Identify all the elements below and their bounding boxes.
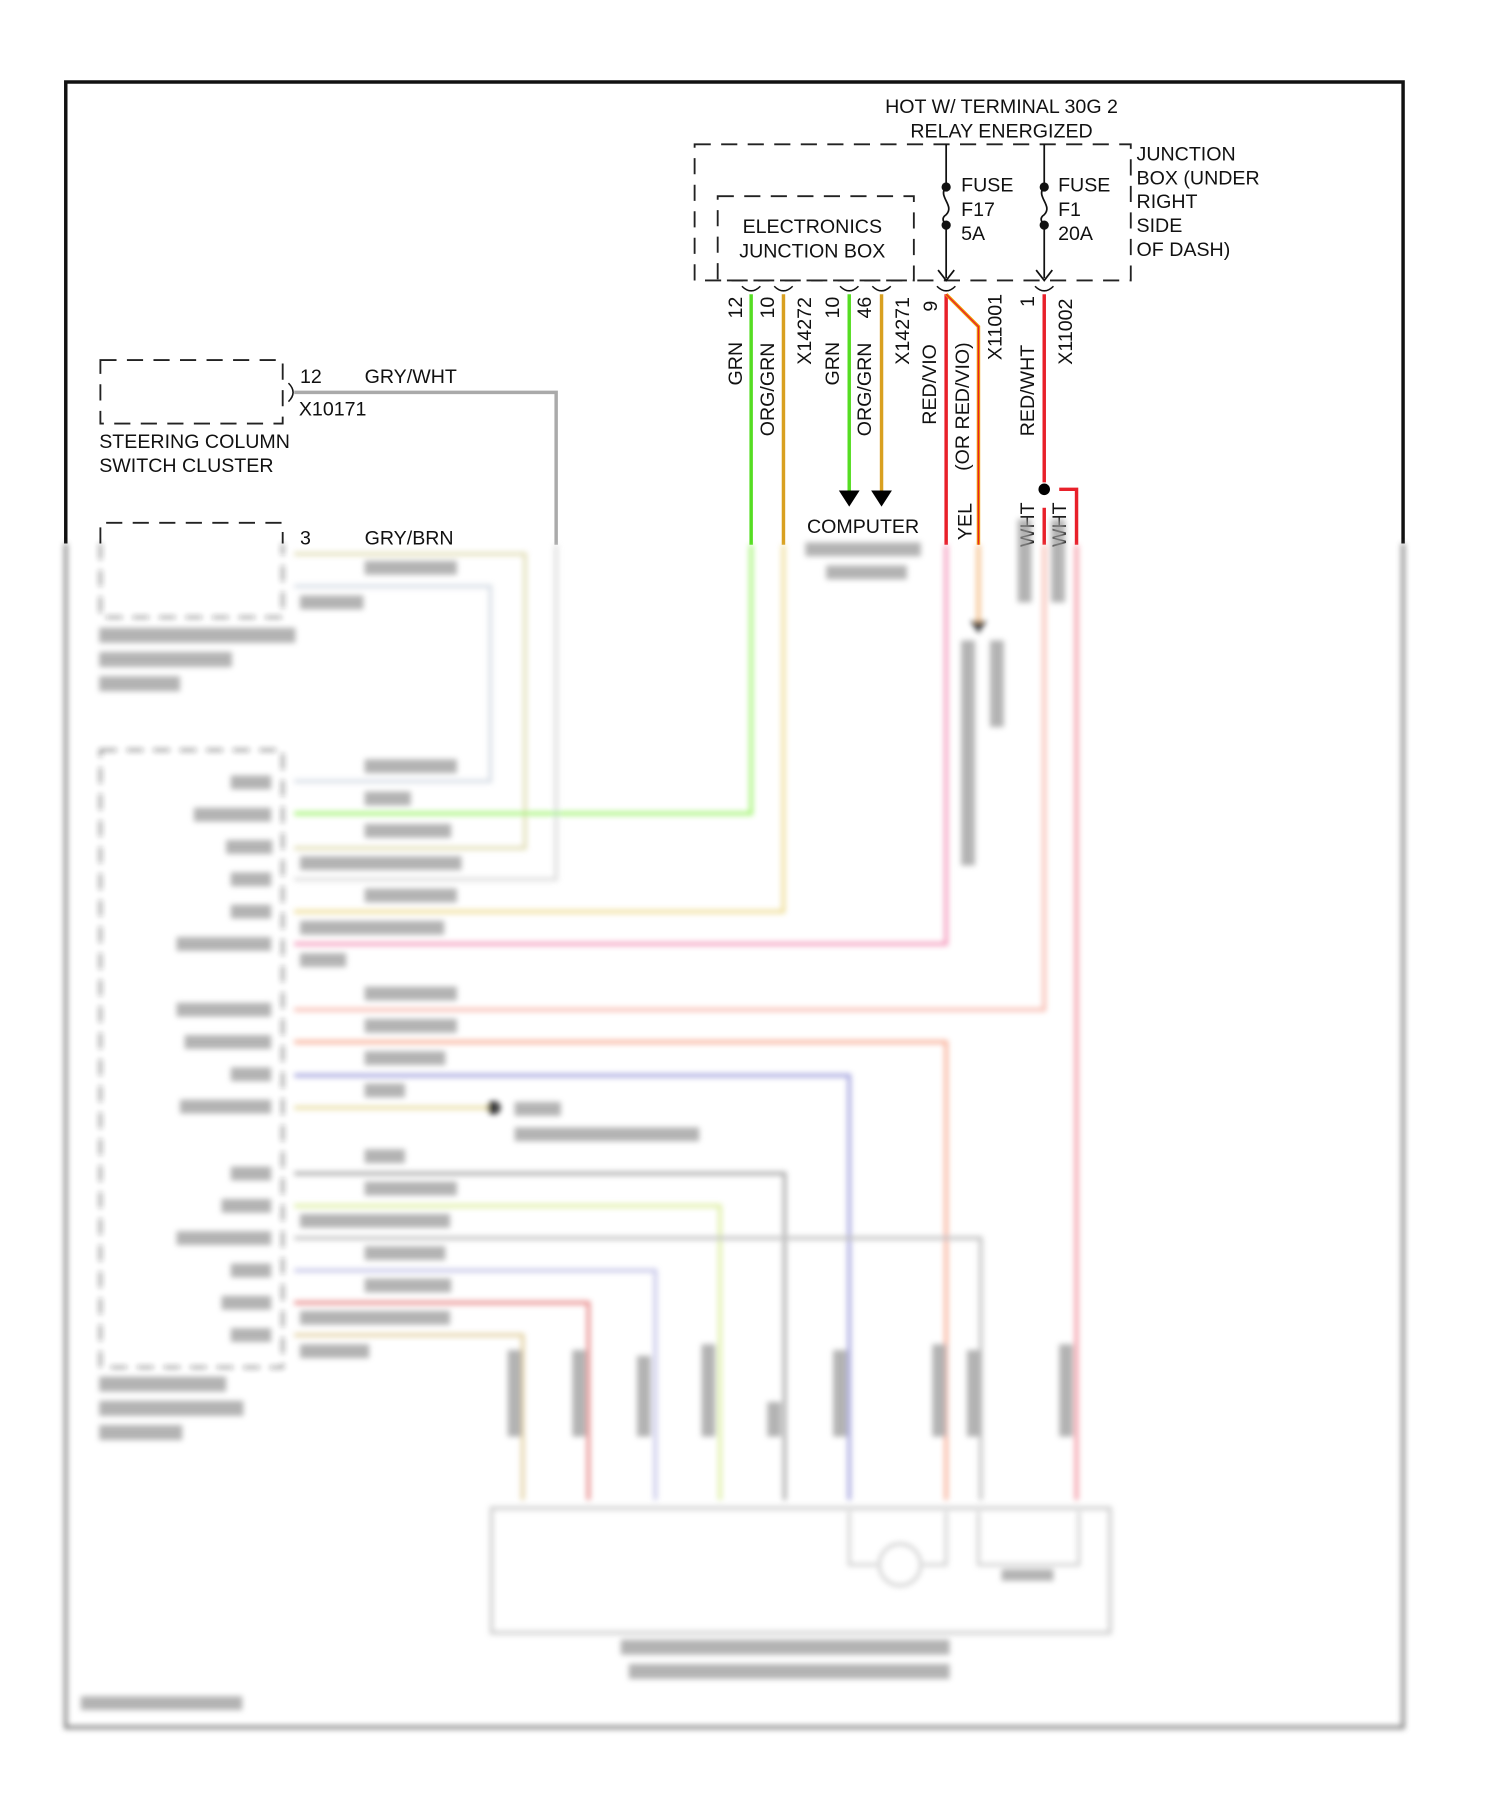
- svg-text:10: 10: [757, 297, 779, 319]
- svg-text:RED/VIO: RED/VIO: [919, 344, 941, 425]
- svg-text:10: 10: [822, 297, 844, 319]
- fuse-f17: FUSE F17 5A: [937, 144, 1013, 282]
- svg-text:GRN: GRN: [725, 342, 747, 386]
- svg-text:5A: 5A: [961, 223, 986, 245]
- fuse-icon: [1040, 186, 1048, 226]
- blurred-lower-region: [64, 519, 1405, 1730]
- svg-text:20A: 20A: [1058, 223, 1094, 245]
- svg-text:12: 12: [300, 366, 322, 388]
- svg-text:ORG/GRN: ORG/GRN: [757, 343, 779, 437]
- svg-text:X14271: X14271: [892, 297, 914, 365]
- diagram-frame: [64, 80, 1405, 544]
- top-wires: [749, 293, 1079, 545]
- ejb-label-2: JUNCTION BOX: [739, 240, 885, 262]
- svg-text:ORG/GRN: ORG/GRN: [854, 343, 876, 437]
- svg-text:STEERING COLUMN: STEERING COLUMN: [99, 431, 290, 453]
- computer-data-lines-label: COMPUTER: [807, 516, 919, 538]
- svg-text:GRY/BRN: GRY/BRN: [365, 528, 454, 550]
- svg-text:F1: F1: [1058, 199, 1081, 221]
- junction-box-label: JUNCTION BOX (UNDER RIGHT SIDE OF DASH): [1137, 143, 1260, 261]
- electronics-junction-box-outline: [716, 195, 915, 282]
- computer-data-arrow: [838, 490, 860, 507]
- svg-text:F17: F17: [961, 199, 995, 221]
- svg-text:1: 1: [1017, 296, 1039, 307]
- ejb-label: ELECTRONICS: [743, 216, 882, 238]
- motor-icon: [878, 1542, 922, 1587]
- svg-text:SIDE: SIDE: [1137, 215, 1183, 237]
- svg-text:3: 3: [300, 528, 311, 550]
- svg-text:X11001: X11001: [985, 294, 1007, 360]
- svg-text:JUNCTION: JUNCTION: [1137, 143, 1236, 165]
- svg-text:RIGHT: RIGHT: [1137, 191, 1198, 213]
- svg-text:(OR RED/VIO): (OR RED/VIO): [952, 342, 974, 471]
- svg-text:GRN: GRN: [822, 342, 844, 386]
- svg-text:X10171: X10171: [299, 398, 367, 420]
- junction-box-outline: [693, 143, 1132, 282]
- svg-text:FUSE: FUSE: [1058, 175, 1110, 197]
- fuse-icon: [942, 186, 950, 226]
- connector-cups: [741, 285, 1054, 292]
- wire-labels: 12 GRN 10 ORG/GRN X14272 10 GRN 46 ORG/G…: [725, 294, 1077, 547]
- svg-text:GRY/WHT: GRY/WHT: [365, 366, 457, 388]
- svg-text:FUSE: FUSE: [961, 175, 1013, 197]
- computer-data-arrow: [871, 490, 892, 507]
- svg-text:12: 12: [725, 297, 747, 319]
- fuse-f1: FUSE F1 20A: [1035, 144, 1110, 282]
- power-source-label-2: RELAY ENERGIZED: [910, 120, 1092, 142]
- steering-column-adjustment-switch: 3 GRY/BRN: [99, 521, 454, 550]
- svg-text:46: 46: [854, 297, 876, 319]
- svg-text:9: 9: [920, 301, 942, 312]
- svg-text:YEL: YEL: [955, 503, 977, 540]
- svg-text:X11002: X11002: [1055, 299, 1077, 365]
- steering-column-switch-cluster: 12 GRY/WHT X10171 STEERING COLUMN SWITCH…: [99, 359, 558, 545]
- svg-text:RED/WHT: RED/WHT: [1017, 345, 1039, 437]
- svg-text:SWITCH CLUSTER: SWITCH CLUSTER: [99, 455, 273, 477]
- svg-text:X14272: X14272: [794, 297, 816, 365]
- splice-dot: [1038, 483, 1050, 496]
- power-source-label: HOT W/ TERMINAL 30G 2: [885, 96, 1118, 118]
- svg-text:OF DASH): OF DASH): [1137, 239, 1231, 261]
- svg-text:BOX (UNDER: BOX (UNDER: [1137, 168, 1260, 190]
